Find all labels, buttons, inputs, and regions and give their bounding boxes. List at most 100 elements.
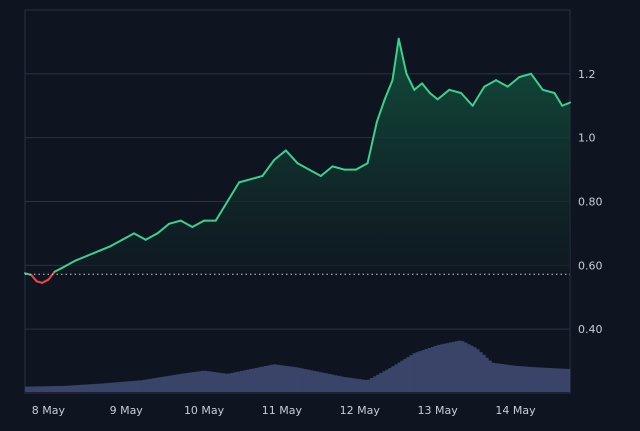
- volume-bar: [494, 363, 498, 392]
- volume-bar: [448, 342, 453, 392]
- volume-bar: [388, 368, 392, 392]
- volume-bar: [406, 356, 410, 392]
- volume-bar: [312, 370, 317, 392]
- volume-bar: [503, 364, 507, 392]
- volume-bar: [218, 372, 223, 392]
- price-segment: [214, 200, 229, 222]
- y-tick-label: 1.2: [578, 68, 596, 81]
- volume-bar: [479, 352, 483, 392]
- price-segment: [284, 149, 299, 165]
- volume-bar: [243, 370, 247, 392]
- price-area-fill: [25, 38, 570, 275]
- volume-bar: [539, 367, 544, 392]
- volume-bar: [52, 386, 56, 392]
- volume-bar: [233, 372, 238, 392]
- volume-bar: [500, 364, 504, 392]
- volume-bar: [551, 368, 556, 392]
- price-segment: [405, 72, 416, 91]
- volume-bar: [94, 383, 99, 392]
- volume-bar: [554, 368, 559, 392]
- price-line: [24, 37, 571, 284]
- price-segment: [121, 232, 135, 241]
- volume-bar: [179, 373, 183, 392]
- volume-bar: [309, 370, 314, 392]
- price-segment: [86, 249, 100, 257]
- volume-bar: [127, 381, 132, 392]
- volume-bar: [367, 379, 371, 392]
- price-segment: [261, 159, 276, 177]
- volume-bar: [49, 386, 53, 392]
- volume-bar: [152, 378, 156, 392]
- volume-bar: [548, 368, 553, 392]
- volume-bar: [236, 371, 241, 392]
- volume-bar: [206, 371, 211, 392]
- volume-bar: [361, 379, 365, 392]
- price-segment: [53, 265, 65, 273]
- volume-bar: [191, 372, 195, 392]
- price-segment: [144, 232, 159, 241]
- volume-bar: [28, 386, 32, 392]
- volume-bar: [430, 346, 435, 392]
- price-segment: [179, 219, 194, 229]
- volume-bar: [258, 367, 262, 392]
- price-segment: [308, 168, 322, 177]
- volume-bar: [321, 372, 326, 392]
- volume-bar: [79, 384, 83, 392]
- volume-bar: [339, 376, 344, 392]
- price-segment: [238, 178, 252, 184]
- volume-bar: [61, 385, 65, 392]
- price-segment: [30, 273, 38, 283]
- volume-bar: [506, 364, 510, 392]
- volume-bar: [297, 367, 301, 392]
- volume-bar: [264, 366, 268, 392]
- volume-bar: [524, 366, 529, 392]
- price-area: [25, 38, 570, 275]
- volume-bar: [315, 371, 320, 392]
- price-segment: [296, 162, 311, 171]
- volume-bar: [31, 386, 35, 392]
- volume-bar: [58, 386, 62, 392]
- volume-bar: [200, 370, 205, 392]
- volume-bar: [130, 380, 135, 392]
- y-tick-label: 0.60: [578, 259, 603, 272]
- price-segment: [191, 219, 206, 229]
- price-segment: [436, 88, 451, 101]
- volume-bar: [512, 365, 516, 392]
- price-segment: [553, 91, 564, 107]
- price-segment: [541, 88, 556, 94]
- y-tick-label: 1.0: [578, 132, 596, 145]
- volume-bar: [464, 342, 468, 392]
- volume-bar: [261, 366, 265, 392]
- x-tick-label: 8 May: [32, 404, 66, 417]
- volume-bar: [291, 366, 295, 392]
- volume-bar: [109, 382, 114, 392]
- volume-bars: [25, 340, 571, 392]
- x-tick-label: 9 May: [110, 404, 144, 417]
- volume-bar: [37, 386, 41, 392]
- price-segment: [41, 278, 50, 284]
- volume-bar: [249, 369, 253, 392]
- volume-bar: [137, 380, 141, 392]
- price-segment: [97, 245, 112, 252]
- volume-bar: [527, 366, 532, 392]
- y-axis-ticks: 1.2 1.0 0.80 0.60 0.40: [578, 68, 603, 336]
- volume-bar: [276, 364, 280, 392]
- volume-bar: [285, 366, 289, 392]
- volume-bar: [382, 371, 386, 392]
- volume-bar: [279, 365, 283, 392]
- price-segment: [518, 72, 533, 79]
- volume-bar: [282, 365, 286, 392]
- volume-bar: [76, 385, 80, 392]
- price-segment: [495, 79, 509, 88]
- volume-bar: [433, 345, 438, 392]
- x-tick-label: 12 May: [340, 404, 381, 417]
- volume-bar: [106, 382, 111, 392]
- volume-bar: [239, 370, 244, 392]
- volume-bar: [427, 348, 432, 392]
- volume-bar: [491, 362, 495, 392]
- volume-bar: [364, 379, 368, 392]
- volume-bar: [167, 375, 171, 392]
- volume-bar: [230, 372, 235, 392]
